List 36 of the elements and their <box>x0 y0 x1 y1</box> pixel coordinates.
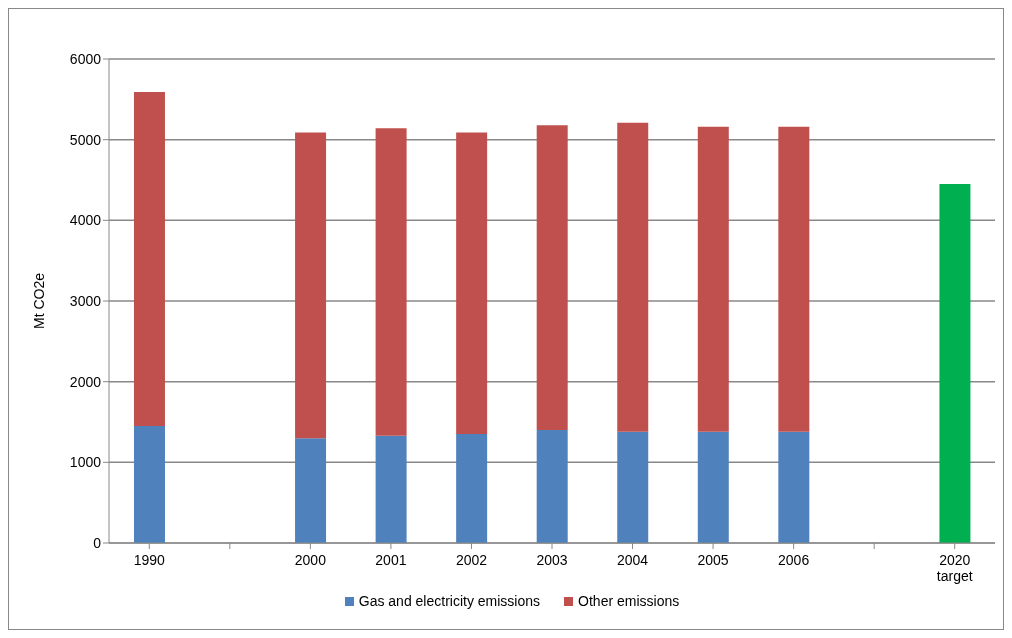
x-tick-label: 2003 <box>536 552 568 568</box>
bar <box>939 184 971 543</box>
y-tick-label: 2000 <box>69 373 102 390</box>
bar <box>133 92 165 427</box>
y-tick-label: 1000 <box>69 454 102 471</box>
x-tick-label: 2004 <box>616 552 649 568</box>
x-tick-label: 1990 <box>133 552 166 568</box>
x-tick-label: 2020 target <box>936 552 973 584</box>
bar <box>375 128 407 436</box>
y-tick-label: 0 <box>93 534 102 551</box>
bar <box>617 122 649 432</box>
x-tick-label: 2006 <box>778 552 810 568</box>
bar <box>778 431 810 543</box>
bar <box>536 125 568 431</box>
x-tick-label: 2005 <box>697 552 729 568</box>
bar <box>456 434 488 543</box>
y-tick-label: 6000 <box>69 50 102 67</box>
y-tick-label: 3000 <box>69 292 102 309</box>
x-tick-label: 2000 <box>294 552 327 568</box>
bar <box>133 426 165 543</box>
bar <box>295 438 327 543</box>
bar <box>295 132 327 439</box>
bar <box>617 431 649 543</box>
bar <box>697 431 729 543</box>
bar <box>778 126 810 432</box>
bar <box>456 132 488 435</box>
y-axis-title: Mt CO2e <box>30 272 47 330</box>
bar <box>375 435 407 543</box>
bar <box>536 430 568 543</box>
bar <box>697 126 729 432</box>
legend-label: Gas and electricity emissions <box>357 593 541 609</box>
y-tick-label: 5000 <box>69 131 102 148</box>
x-tick-label: 2002 <box>455 552 488 568</box>
legend-label: Other emissions <box>577 593 680 609</box>
x-tick-label: 2001 <box>375 552 407 568</box>
y-tick-label: 4000 <box>69 212 102 229</box>
